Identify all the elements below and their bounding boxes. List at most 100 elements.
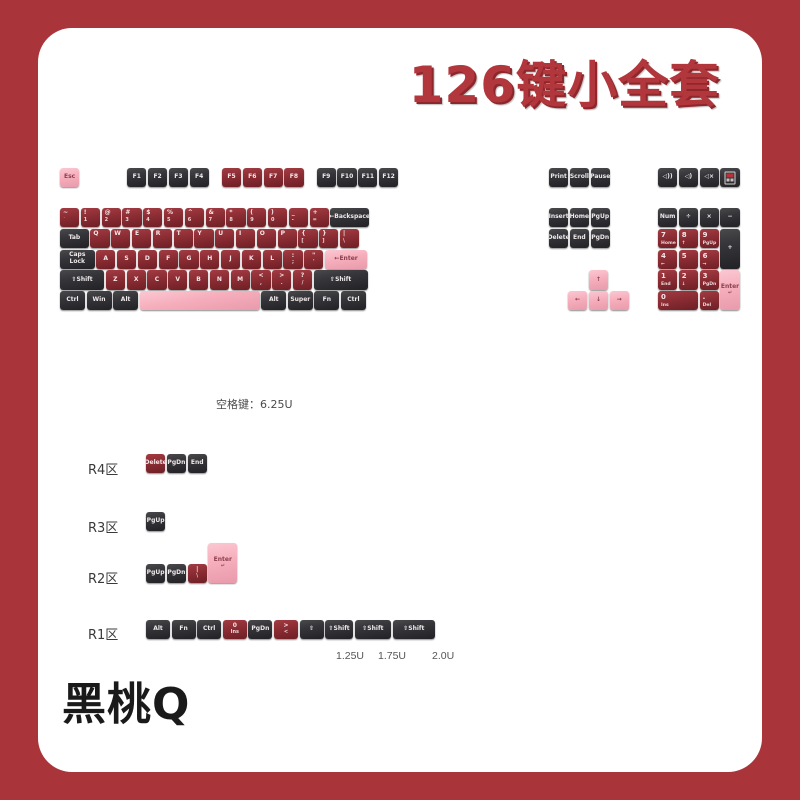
r4-delete[interactable]: Delete — [146, 454, 166, 474]
key-np-9[interactable]: 9 PgUp — [699, 228, 719, 248]
key-3[interactable]: #3 — [122, 208, 142, 228]
key-nav-pgup[interactable]: PgUp — [590, 208, 610, 228]
key-[interactable]: <, — [251, 270, 271, 290]
r1-ctrl[interactable]: Ctrl — [197, 620, 222, 640]
key-n[interactable]: N — [209, 270, 229, 290]
r2-pgdn[interactable]: PgDn — [166, 564, 186, 584]
r1-[interactable]: > < — [274, 620, 298, 640]
r1-pgdn[interactable]: PgDn — [248, 620, 273, 640]
key-f[interactable]: F — [158, 249, 178, 269]
r2-pgup[interactable]: PgUp — [146, 564, 166, 584]
key-5[interactable]: % 5 — [164, 208, 184, 228]
r1-shift[interactable]: ⇧Shift — [392, 620, 435, 640]
volume-down-key[interactable]: ◁) — [678, 168, 698, 188]
key-np-2[interactable]: 2 ↓ — [678, 270, 698, 290]
r1-shift[interactable]: ⇧Shift — [354, 620, 392, 640]
r1-fn[interactable]: Fn — [171, 620, 196, 640]
key-4[interactable]: $4 — [143, 208, 163, 228]
key-y[interactable]: Y — [194, 228, 214, 248]
key-np-8[interactable]: 8 ↑ — [678, 228, 698, 248]
key-f12[interactable]: F12 — [379, 168, 399, 188]
key-f5[interactable]: F5 — [221, 168, 242, 188]
arrow-left-key[interactable]: ← — [568, 291, 588, 311]
key-h[interactable]: H — [200, 249, 220, 269]
key-e[interactable]: E — [132, 228, 152, 248]
key-[interactable]: " ' — [304, 249, 324, 269]
key-np-3[interactable]: 3 PgDn — [699, 270, 719, 290]
key-f1[interactable]: F1 — [127, 168, 147, 188]
key-np[interactable]: × — [699, 208, 719, 228]
r4-end[interactable]: End — [187, 454, 207, 474]
r1-[interactable]: ⇧ — [299, 620, 324, 640]
key-m[interactable]: M — [230, 270, 250, 290]
key-[interactable]: | \ — [340, 228, 360, 248]
key-a[interactable]: A — [96, 249, 116, 269]
key-[interactable]: _ - — [288, 208, 308, 228]
key-[interactable]: ~ ` — [60, 208, 80, 228]
key-9[interactable]: (9 — [247, 208, 267, 228]
key-f10[interactable]: F10 — [337, 168, 357, 188]
key-nav-delete[interactable]: Delete — [549, 228, 569, 248]
r1-shift[interactable]: ⇧Shift — [325, 620, 354, 640]
key-g[interactable]: G — [179, 249, 199, 269]
key-np-plus[interactable]: + — [720, 228, 740, 269]
key-0[interactable]: ) 0 — [268, 208, 288, 228]
key-np-4[interactable]: 4 ← — [658, 249, 678, 269]
key-nav-insert[interactable]: Insert — [549, 208, 569, 228]
key-esc[interactable]: Esc — [60, 168, 80, 188]
r2-[interactable]: | \ — [187, 564, 207, 584]
key-nav-end[interactable]: End — [569, 228, 589, 248]
key-u[interactable]: U — [215, 228, 235, 248]
key-f3[interactable]: F3 — [168, 168, 188, 188]
key-np[interactable]: ÷ — [678, 208, 698, 228]
key-d[interactable]: D — [137, 249, 157, 269]
key-6[interactable]: ^ 6 — [184, 208, 204, 228]
key-[interactable]: + = — [309, 208, 329, 228]
key-1[interactable]: ! 1 — [80, 208, 100, 228]
arrow-up-key[interactable]: ↑ — [588, 270, 608, 290]
key-8[interactable]: * 8 — [226, 208, 246, 228]
key-pause[interactable]: Pause — [590, 168, 610, 188]
key-[interactable]: }] — [319, 228, 339, 248]
key-q[interactable]: Q — [90, 228, 110, 248]
arrow-right-key[interactable]: → — [609, 291, 629, 311]
key-np[interactable]: − — [720, 208, 740, 228]
key-j[interactable]: J — [220, 249, 241, 269]
key-enter[interactable]: ←Enter — [324, 249, 368, 269]
key-nav-home[interactable]: Home — [569, 208, 589, 228]
key-v[interactable]: V — [168, 270, 188, 290]
key-np-1[interactable]: 1 End — [658, 270, 678, 290]
key-2[interactable]: @2 — [101, 208, 121, 228]
r2-[interactable]: Enter ↵ — [208, 543, 238, 584]
key-np-enter[interactable]: Enter ↵ — [720, 270, 740, 311]
key-backspace[interactable]: ←Backspace — [330, 208, 369, 228]
key-space[interactable] — [139, 291, 260, 311]
key-np-decimal[interactable]: . Del — [699, 291, 719, 311]
key-r[interactable]: R — [152, 228, 172, 248]
mute-key[interactable]: ◁× — [699, 168, 719, 188]
key-right-alt[interactable]: Alt — [261, 291, 287, 311]
key-k[interactable]: K — [241, 249, 261, 269]
key-nav-pgdn[interactable]: PgDn — [590, 228, 610, 248]
key-np-5[interactable]: 5 — [678, 249, 698, 269]
key-f11[interactable]: F11 — [358, 168, 378, 188]
key-caps-lock[interactable]: Caps Lock — [60, 249, 95, 269]
key-left-shift[interactable]: ⇧Shift — [60, 270, 105, 290]
key-[interactable]: ? / — [292, 270, 313, 290]
r1-alt[interactable]: Alt — [146, 620, 170, 640]
r1-ins[interactable]: 0 Ins — [222, 620, 247, 640]
key-right-shift[interactable]: ⇧Shift — [313, 270, 368, 290]
key-np-0[interactable]: 0 Ins — [658, 291, 698, 311]
key-win[interactable]: Win — [86, 291, 112, 311]
arrow-down-key[interactable]: ↓ — [588, 291, 608, 311]
r3-pgup[interactable]: PgUp — [146, 512, 166, 532]
key-[interactable]: >. — [272, 270, 292, 290]
key-f2[interactable]: F2 — [148, 168, 168, 188]
key-np-6[interactable]: 6 → — [699, 249, 719, 269]
key-tab[interactable]: Tab — [60, 228, 89, 248]
key-super[interactable]: Super — [287, 291, 313, 311]
volume-up-key[interactable]: ◁)) — [658, 168, 678, 188]
key-f6[interactable]: F6 — [242, 168, 262, 188]
key-c[interactable]: C — [147, 270, 167, 290]
key-i[interactable]: I — [236, 228, 256, 248]
